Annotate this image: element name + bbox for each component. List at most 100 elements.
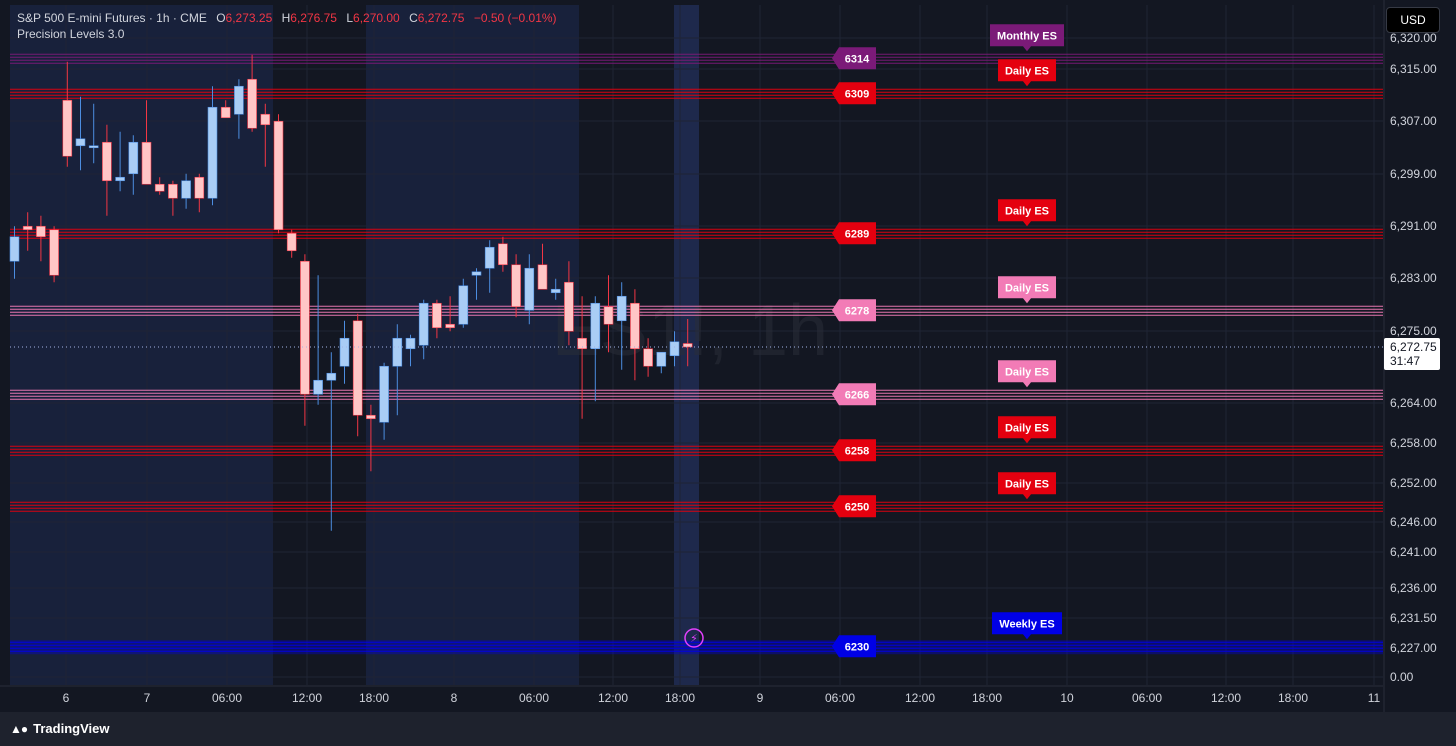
level-name-tag: [998, 472, 1056, 500]
close-key: C: [409, 11, 418, 25]
high-key: H: [281, 11, 291, 25]
candle-body: [366, 414, 376, 420]
x-tick-label: 12:00: [1211, 691, 1241, 705]
candle-body: [168, 183, 178, 199]
last-price-value: 6,272.75: [1390, 340, 1437, 354]
candle-body: [511, 264, 521, 308]
level-price-label: 6309: [845, 88, 869, 100]
x-tick-label: 06:00: [212, 691, 242, 705]
level-name-tag: [990, 24, 1064, 52]
tradingview-brand[interactable]: ▲● TradingView: [10, 721, 109, 736]
close-value: 6,272.75: [417, 11, 465, 25]
x-tick-label: 18:00: [1278, 691, 1308, 705]
candle-body: [682, 343, 693, 348]
level-name-label: Daily ES: [1005, 205, 1049, 217]
level-price-label: 6266: [845, 389, 869, 401]
level-name-label: Daily ES: [1005, 366, 1049, 378]
candle-body: [405, 337, 416, 350]
candle-body: [603, 306, 614, 325]
x-tick-label: 7: [144, 691, 151, 705]
x-tick-label: 8: [451, 691, 458, 705]
y-tick-label: 6,252.00: [1390, 476, 1437, 490]
symbol-legend: S&P 500 E-mini Futures · 1h · CME O6,273…: [17, 11, 557, 26]
low-key: L: [346, 11, 354, 25]
candle-body: [22, 225, 33, 231]
session-shade: [10, 5, 273, 685]
candle-body: [524, 267, 535, 311]
candle-body: [630, 302, 640, 350]
y-tick-label: 6,246.00: [1390, 515, 1437, 529]
candle-body: [458, 285, 469, 325]
candle-body: [154, 183, 165, 192]
candle-body: [418, 302, 429, 346]
candle-body: [471, 271, 482, 276]
candle-body: [207, 106, 218, 199]
candle-body: [339, 337, 350, 367]
x-tick-label: 18:00: [359, 691, 389, 705]
y-tick-label: 6,320.00: [1390, 31, 1437, 45]
candle-body: [392, 337, 403, 367]
y-tick-label: 6,227.00: [1390, 641, 1437, 655]
candle-body: [313, 379, 323, 395]
level-price-label: 6250: [845, 501, 869, 513]
x-tick-label: 12:00: [292, 691, 322, 705]
level-price-tag: [832, 222, 876, 245]
y-tick-label: 0.00: [1390, 670, 1414, 684]
candle-body: [564, 281, 574, 332]
level-price-tag: [832, 82, 876, 105]
level-name-tag: [998, 199, 1056, 227]
y-tick-label: 6,275.00: [1390, 324, 1437, 338]
open-value: 6,273.25: [225, 11, 273, 25]
x-tick-label: 12:00: [905, 691, 935, 705]
currency-button[interactable]: USD: [1386, 7, 1440, 33]
candle-body: [62, 99, 73, 157]
candle-body: [590, 302, 601, 350]
change-value: −0.50 (−0.01%): [473, 11, 557, 25]
candle-body: [445, 323, 455, 329]
candle-body: [234, 85, 244, 115]
candle-body: [128, 141, 139, 175]
candle-body: [181, 180, 191, 199]
candle-body: [273, 120, 284, 231]
candle-body: [300, 260, 310, 395]
x-tick-label: 18:00: [972, 691, 1002, 705]
x-tick-label: 9: [757, 691, 764, 705]
candle-body: [643, 348, 653, 367]
indicator-label[interactable]: Precision Levels 3.0: [17, 27, 125, 41]
candle-body: [669, 341, 680, 357]
candle-body: [577, 337, 587, 350]
lightning-icon: [684, 628, 704, 648]
candle-body: [247, 78, 257, 129]
chart-canvas[interactable]: 6,320.00 6,315.00 6,307.00 6,299.00 6,291.00…: [0, 0, 1456, 712]
candle-body: [194, 176, 205, 199]
level-price-label: 6258: [845, 445, 869, 457]
level-name-tag: [998, 276, 1056, 304]
candle-body: [656, 351, 667, 367]
x-tick-label: 12:00: [598, 691, 628, 705]
level-price-tag: [832, 439, 876, 462]
level-price-label: 6289: [845, 228, 869, 240]
candle-body: [550, 288, 561, 294]
candle-body: [484, 246, 495, 269]
x-tick-label: 11: [1368, 691, 1381, 705]
level-price-label: 6230: [845, 641, 869, 653]
candle-body: [432, 302, 442, 329]
level-name-tag: [998, 59, 1056, 87]
footer-bar: ▲● TradingView: [0, 712, 1456, 746]
candle-body: [75, 138, 86, 147]
candle-body: [260, 113, 271, 126]
candle-body: [616, 295, 627, 322]
level-price-label: 6278: [845, 305, 869, 317]
candle-body: [88, 145, 99, 149]
y-tick-label: 6,307.00: [1390, 114, 1437, 128]
candle-body: [9, 236, 20, 262]
candle-body: [115, 176, 125, 182]
candle-body: [36, 225, 46, 238]
x-tick-label: 6: [63, 691, 70, 705]
level-price-tag: [832, 383, 876, 406]
low-value: 6,270.00: [353, 11, 400, 25]
level-price-tag: [832, 299, 876, 322]
tradingview-logo-icon: ▲●: [10, 721, 28, 736]
level-name-label: Daily ES: [1005, 422, 1049, 434]
